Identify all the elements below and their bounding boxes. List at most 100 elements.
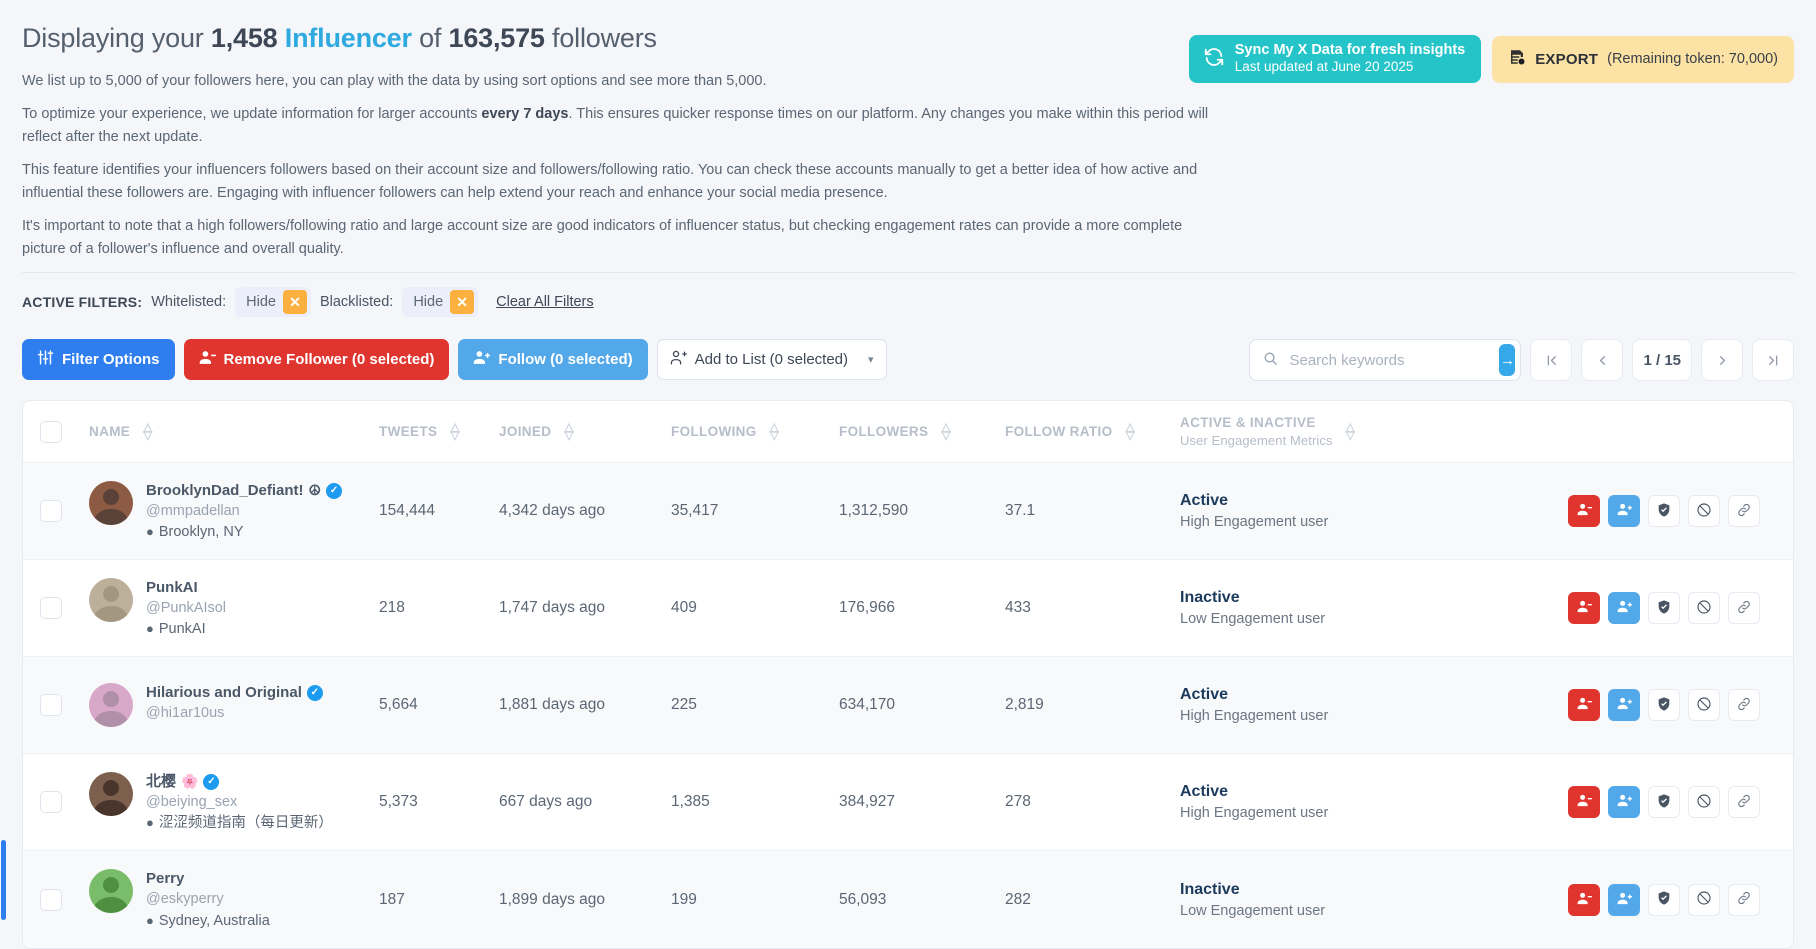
filter-key-blacklisted: Blacklisted: [319, 294, 394, 311]
user-location-text: PunkAI [158, 621, 206, 638]
search-box[interactable]: → [1249, 339, 1522, 382]
pagination-first-button[interactable] [1530, 339, 1573, 382]
scrollbar-thumb[interactable] [1, 840, 6, 920]
row-checkbox[interactable] [40, 888, 62, 911]
follow-button[interactable]: Follow (0 selected) [458, 339, 648, 381]
cell-following: 409 [671, 599, 697, 617]
intro-paragraph-2: To optimize your experience, we update i… [22, 103, 1222, 148]
sort-joined-icon[interactable]: △ ▽ [564, 420, 574, 442]
filter-chip-whitelisted[interactable]: Hide ✕ [235, 287, 311, 318]
copy-link-action[interactable] [1728, 689, 1760, 722]
select-all-cell [23, 420, 79, 443]
pagination-next-button[interactable] [1701, 339, 1743, 382]
table-toolbar: Filter Options Remove Follower (0 select… [0, 317, 1816, 382]
pagination-last-button[interactable] [1752, 339, 1794, 382]
whitelist-action[interactable] [1648, 786, 1680, 819]
blacklist-action[interactable] [1688, 495, 1720, 528]
table-row[interactable]: PunkAI @PunkAIsol ● PunkAI 218 1,747 days ago… [23, 560, 1793, 658]
headline-prefix: Displaying your [22, 23, 211, 53]
block-icon [1696, 793, 1712, 812]
cell-tweets: 154,444 [379, 502, 436, 520]
table-row[interactable]: 北樱 🌸 ✓ @beiying_sex ● 涩涩频道指南（每日更新） 5,373 667 da… [23, 754, 1793, 852]
sort-status-icon[interactable]: △ ▽ [1345, 420, 1356, 442]
user-handle[interactable]: @eskyperry [146, 891, 224, 908]
cell-joined: 667 days ago [499, 793, 593, 811]
toolbar-buttons: Filter Options Remove Follower (0 select… [22, 339, 887, 381]
filter-options-button[interactable]: Filter Options [22, 339, 175, 381]
add-to-list-button[interactable]: Add to List (0 selected) ▾ [656, 339, 887, 381]
sync-x-data-button[interactable]: Sync My X Data for fresh insights Last u… [1188, 35, 1482, 84]
column-header-followers: FOLLOWERS △ ▽ [839, 420, 1005, 442]
sort-tweets-icon[interactable]: △ ▽ [450, 420, 460, 442]
cell-status: Active High Engagement user [1180, 492, 1568, 530]
copy-link-action[interactable] [1728, 495, 1760, 528]
user-location: ● Brooklyn, NY [146, 523, 342, 541]
header-divider [22, 272, 1794, 274]
follow-action[interactable] [1608, 689, 1640, 722]
row-checkbox[interactable] [40, 694, 62, 717]
blacklist-action[interactable] [1688, 883, 1720, 916]
table-row[interactable]: Perry @eskyperry ● Sydney, Australia 187 1,89… [23, 851, 1793, 949]
page-scrollbar[interactable] [0, 0, 8, 920]
remove-follower-button[interactable]: Remove Follower (0 selected) [183, 339, 450, 381]
link-icon [1736, 502, 1752, 521]
close-icon[interactable]: ✕ [282, 290, 307, 315]
user-location: ● PunkAI [146, 620, 226, 638]
user-handle[interactable]: @mmpadellan [146, 502, 240, 519]
chevron-down-icon[interactable]: ▾ [868, 354, 874, 367]
close-icon[interactable]: ✕ [450, 290, 475, 315]
row-actions [1568, 689, 1783, 722]
user-cell: 北樱 🌸 ✓ @beiying_sex ● 涩涩频道指南（每日更新） [79, 771, 379, 833]
blacklist-action[interactable] [1688, 786, 1720, 819]
whitelist-action[interactable] [1648, 883, 1680, 916]
remove-follower-action[interactable] [1568, 689, 1600, 722]
search-submit-button[interactable]: → [1499, 344, 1516, 377]
search-input[interactable] [1287, 350, 1491, 370]
block-icon [1696, 599, 1712, 618]
clear-all-filters-link[interactable]: Clear All Filters [496, 294, 594, 311]
whitelist-action[interactable] [1648, 495, 1680, 528]
user-handle[interactable]: @beiying_sex [146, 793, 238, 810]
user-location-text: Sydney, Australia [158, 912, 270, 929]
remove-follower-action[interactable] [1568, 883, 1600, 916]
user-cell: PunkAI @PunkAIsol ● PunkAI [79, 577, 379, 639]
select-all-checkbox[interactable] [40, 420, 62, 443]
row-checkbox[interactable] [40, 500, 62, 523]
copy-link-action[interactable] [1728, 786, 1760, 819]
user-handle[interactable]: @PunkAIsol [146, 599, 227, 616]
sort-following-icon[interactable]: △ ▽ [769, 420, 780, 442]
user-handle[interactable]: @hi1ar10us [146, 705, 225, 722]
table-row[interactable]: Hilarious and Original ✓ @hi1ar10us 5,664 1,… [23, 657, 1793, 755]
whitelist-action[interactable] [1648, 592, 1680, 625]
sort-follow-ratio-icon[interactable]: △ ▽ [1125, 420, 1136, 442]
sort-followers-icon[interactable]: △ ▽ [941, 420, 951, 442]
location-pin-icon: ● [146, 621, 154, 637]
user-plus-icon [1617, 793, 1632, 811]
remove-follower-action[interactable] [1568, 495, 1600, 528]
sort-name-icon[interactable]: △ ▽ [143, 420, 153, 442]
remove-follower-action[interactable] [1568, 592, 1600, 625]
follow-action[interactable] [1608, 786, 1640, 819]
copy-link-action[interactable] [1728, 883, 1760, 916]
link-icon [1736, 696, 1752, 715]
active-filters-bar: ACTIVE FILTERS: Whitelisted: Hide ✕ Blac… [0, 273, 1816, 318]
follow-action[interactable] [1608, 495, 1640, 528]
status-badge: Inactive [1180, 589, 1240, 607]
follow-action[interactable] [1608, 592, 1640, 625]
whitelist-action[interactable] [1648, 689, 1680, 722]
row-checkbox[interactable] [40, 791, 62, 814]
remove-follower-action[interactable] [1568, 786, 1600, 819]
avatar [89, 577, 133, 622]
pagination-prev-button[interactable] [1581, 339, 1624, 382]
user-minus-icon [199, 349, 216, 370]
blacklist-action[interactable] [1688, 592, 1720, 625]
filter-chip-blacklisted[interactable]: Hide ✕ [402, 287, 479, 318]
copy-link-action[interactable] [1728, 592, 1760, 625]
user-cell: Hilarious and Original ✓ @hi1ar10us [79, 683, 379, 728]
blacklist-action[interactable] [1688, 689, 1720, 722]
row-checkbox[interactable] [40, 597, 62, 620]
table-row[interactable]: BrooklynDad_Defiant! ☮ ✓ @mmpadellan ● Brookl… [23, 463, 1793, 561]
follow-action[interactable] [1608, 883, 1640, 916]
export-button[interactable]: EXPORT (Remaining token: 70,000) [1492, 35, 1794, 83]
p2-emphasis: every 7 days [481, 106, 569, 123]
